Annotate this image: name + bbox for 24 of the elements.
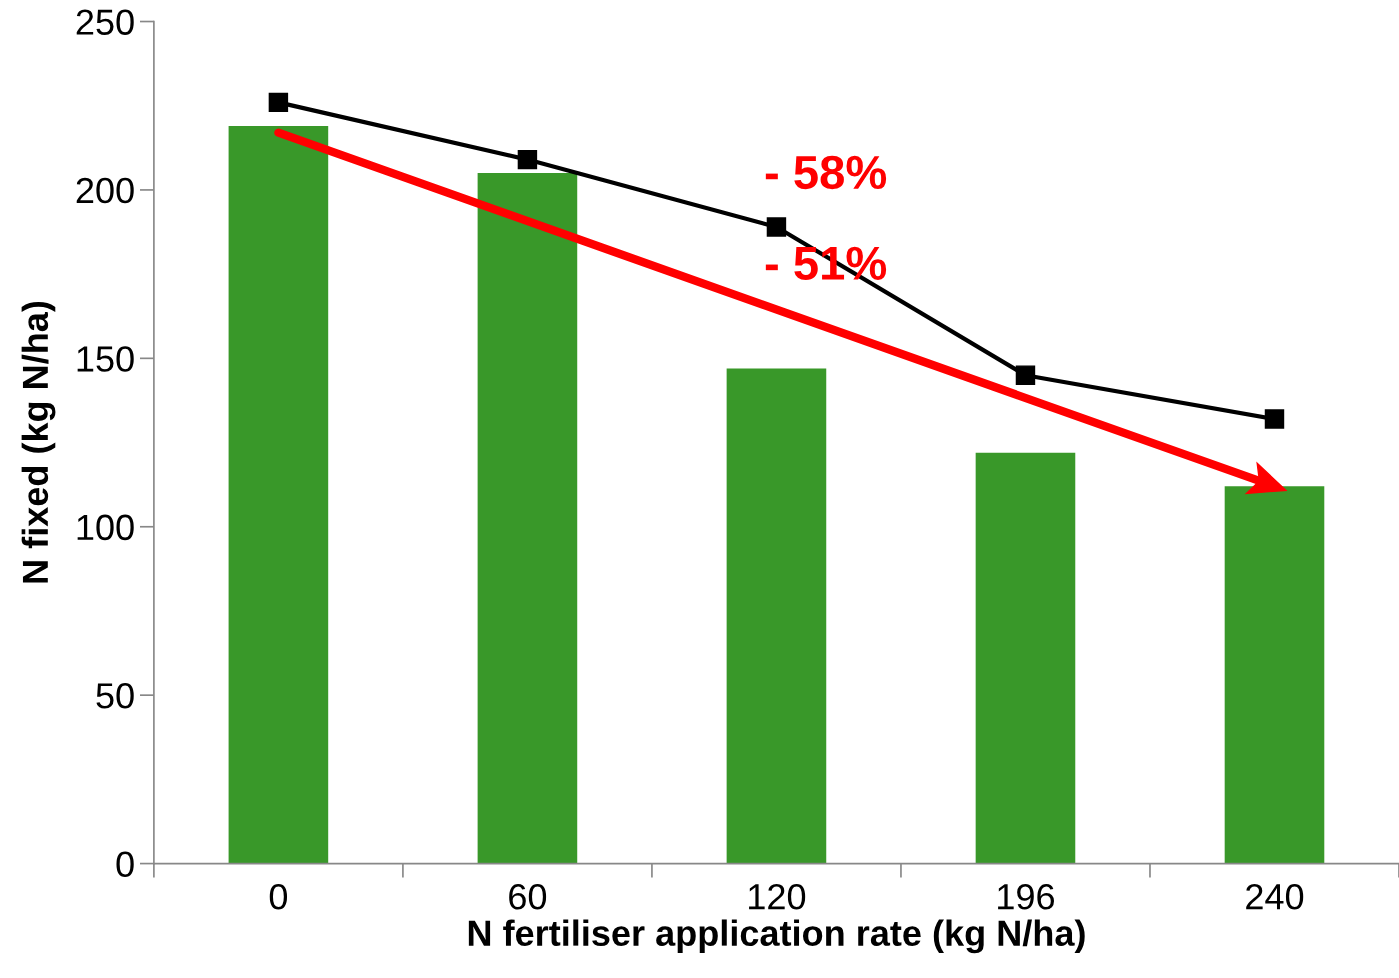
bar [228,125,329,864]
annotation: - 58% [765,155,887,190]
bar [726,368,827,864]
point [1015,365,1036,385]
bar [975,452,1076,864]
x-tick-label: 196 [998,883,1055,910]
point [517,149,538,170]
y-tick-label: 0 [116,851,134,878]
y-axis-title: N fixed (kg N/ha) [21,301,56,583]
x-tick-label: 120 [749,883,806,910]
point [268,92,289,113]
y-tick-label: 250 [76,9,134,35]
point [1264,409,1285,429]
y-tick-label: 200 [76,177,134,204]
point [766,217,787,237]
bar [1224,486,1325,864]
x-axis-title: N fertiliser application rate (kg N/ha) [468,919,1085,954]
y-tick-label: 100 [77,514,134,541]
x-tick-label: 240 [1246,883,1304,910]
bar [477,173,578,864]
y-tick-label: 150 [77,346,134,372]
x-tick-label: 0 [269,883,288,910]
y-tick-label: 50 [96,683,134,709]
x-tick-label: 60 [509,883,547,910]
